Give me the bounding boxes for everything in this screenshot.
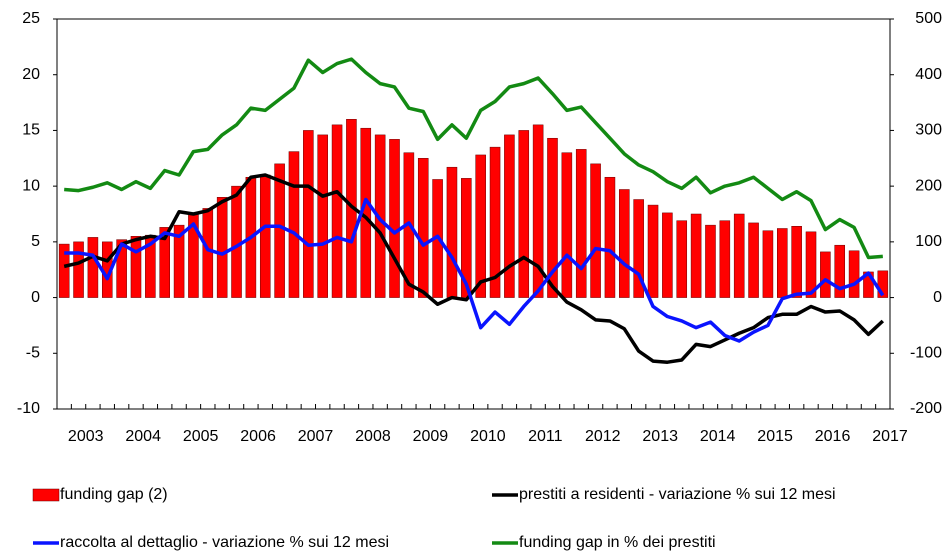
bar <box>561 152 573 298</box>
bar <box>202 208 214 298</box>
y-tick-label: 0 <box>31 289 40 306</box>
bar <box>116 239 127 298</box>
bar <box>834 244 846 298</box>
bar <box>575 149 587 298</box>
legend-label: funding gap (2) <box>60 486 168 503</box>
x-tick-label: 2015 <box>757 428 793 445</box>
bar <box>604 176 616 298</box>
legend-label: funding gap in % dei prestiti <box>519 534 716 551</box>
bar <box>389 139 400 298</box>
bar <box>518 130 530 298</box>
y2-tick-label: -100 <box>910 345 942 362</box>
x-tick-label: 2012 <box>585 428 621 445</box>
line <box>64 197 885 343</box>
x-tick-label: 2010 <box>470 428 506 445</box>
y-tick-label: 5 <box>31 233 40 250</box>
line <box>64 57 883 260</box>
bar <box>748 222 759 298</box>
bar <box>374 134 386 298</box>
bar <box>417 158 429 298</box>
bar <box>159 227 170 298</box>
legend-label: raccolta al dettaglio - variazione % sui… <box>60 534 389 551</box>
bar <box>58 243 70 298</box>
y2-tick-label: 0 <box>933 289 942 306</box>
bar <box>87 237 99 298</box>
y-tick-label: 25 <box>22 10 40 27</box>
bar <box>820 251 831 298</box>
bar <box>317 134 328 298</box>
line <box>63 173 885 364</box>
x-tick-label: 2014 <box>700 428 736 445</box>
y2-tick-label: -200 <box>910 400 942 417</box>
bar <box>777 228 788 298</box>
y-tick-label: 15 <box>22 122 40 139</box>
x-tick-label: 2016 <box>815 428 851 445</box>
bar <box>130 236 142 298</box>
bar <box>446 166 458 298</box>
y2-tick-label: 500 <box>915 10 942 27</box>
y2-tick-label: 200 <box>915 177 942 194</box>
bar <box>504 134 515 298</box>
bar <box>274 163 285 298</box>
y-tick-label: -10 <box>17 400 40 417</box>
bar <box>690 213 702 298</box>
y-tick-label: 20 <box>22 66 40 83</box>
bar <box>547 137 558 298</box>
x-tick-label: 2007 <box>298 428 334 445</box>
bar <box>489 146 501 298</box>
bar <box>848 250 860 298</box>
x-tick-label: 2004 <box>125 428 161 445</box>
bar <box>705 224 716 298</box>
bar <box>719 220 731 298</box>
y2-tick-label: 300 <box>915 122 942 139</box>
y2-tick-label: 100 <box>915 233 942 250</box>
x-tick-label: 2009 <box>413 428 449 445</box>
legend-swatch <box>32 488 60 502</box>
bar <box>303 130 314 298</box>
bar <box>733 213 745 298</box>
bar <box>590 163 601 298</box>
x-tick-label: 2013 <box>642 428 678 445</box>
bar <box>877 270 889 298</box>
bar <box>475 154 486 298</box>
bar <box>805 231 817 298</box>
bar <box>676 220 688 298</box>
bar <box>173 224 185 298</box>
y-tick-label: -5 <box>26 345 40 362</box>
x-tick-label: 2008 <box>355 428 391 445</box>
bar <box>762 230 774 298</box>
x-tick-label: 2017 <box>872 428 908 445</box>
bar <box>647 204 659 298</box>
legend-label: prestiti a residenti - variazione % sui … <box>519 486 836 503</box>
y-tick-label: 10 <box>22 177 40 194</box>
y2-tick-label: 400 <box>915 66 942 83</box>
bar <box>633 199 644 298</box>
bar <box>791 226 802 298</box>
bar <box>288 151 300 298</box>
bar <box>231 185 242 298</box>
x-tick-label: 2011 <box>528 428 563 445</box>
x-tick-label: 2006 <box>240 428 276 445</box>
bar <box>619 189 630 298</box>
plot-frame <box>56 18 891 410</box>
x-tick-label: 2003 <box>68 428 104 445</box>
bar <box>73 241 84 298</box>
bar <box>532 124 544 298</box>
bar <box>662 212 673 298</box>
bar <box>259 174 271 298</box>
x-tick-label: 2005 <box>183 428 219 445</box>
bar <box>216 197 228 298</box>
bar <box>331 124 343 298</box>
